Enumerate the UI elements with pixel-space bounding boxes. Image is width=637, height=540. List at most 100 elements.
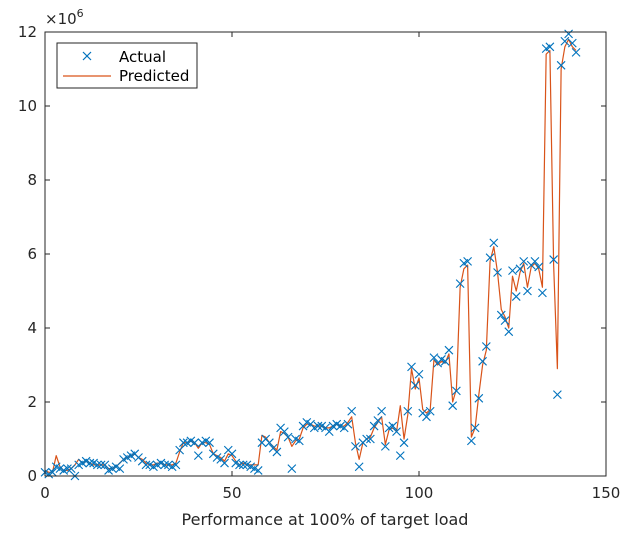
x-axis-label: Performance at 100% of target load [182,510,469,529]
plot-area [45,32,606,476]
legend-actual-label: Actual [119,48,166,66]
y-tick-label: 2 [27,393,37,411]
actual-point [160,460,170,470]
actual-point [489,238,499,248]
actual-point [538,288,547,298]
actual-point [265,438,274,448]
actual-point [115,464,125,473]
actual-point [373,416,383,425]
actual-point [556,60,566,70]
actual-point [523,286,532,296]
actual-point [493,268,502,277]
actual-point [504,327,514,337]
x-tick-label: 150 [592,484,621,502]
actual-point [519,257,529,266]
actual-point [63,464,72,473]
actual-point [500,316,510,325]
actual-point [324,427,334,436]
actual-point [178,438,188,448]
x-tick-label: 100 [405,484,434,502]
legend-box [56,42,198,89]
actual-point [481,342,491,351]
actual-point [567,38,577,48]
actual-point [440,356,450,366]
actual-point [253,466,263,475]
actual-point [351,442,360,451]
actual-point [85,458,95,468]
actual-point [552,390,562,399]
actual-point [205,438,214,448]
actual-point [272,447,282,457]
actual-point [403,406,413,416]
actual-point [549,255,559,264]
axis-tick-labels: 0 50 100 150 0 2 4 6 8 10 12 [18,23,620,502]
y-tick-label: 6 [27,245,37,263]
legend-predicted-label: Predicted [119,67,189,85]
actual-point [294,436,304,446]
actual-point [392,427,401,436]
actual-point [362,434,372,444]
x-tick-label: 50 [222,484,241,502]
actual-point [429,353,439,362]
actual-point [377,406,386,416]
actual-point [560,36,570,46]
data-marks [40,29,581,481]
actual-point [388,421,398,431]
actual-point [287,464,297,473]
actual-point [571,47,581,57]
actual-point [283,432,293,442]
y-tick-label: 0 [27,467,37,485]
y-tick-label: 10 [18,97,37,115]
actual-point [190,438,199,448]
actual-point [92,460,102,470]
actual-point [227,449,237,459]
actual-point [48,467,57,477]
y-axis-multiplier: ×106 [45,7,84,28]
actual-point [171,460,181,470]
actual-point [100,460,110,470]
actual-point [235,460,244,470]
legend: Actual Predicted [56,42,198,89]
actual-point [485,253,495,263]
actual-point [515,264,525,274]
actual-point [463,257,473,266]
x-tick-label: 0 [40,484,50,502]
actual-point [380,442,390,451]
actual-point [444,345,454,355]
actual-point [414,369,424,379]
actual-point [354,462,364,472]
y-tick-label: 8 [27,171,37,189]
actual-point [343,419,353,429]
actual-point [407,362,416,372]
actual-point [455,279,465,288]
actual-point [452,386,461,396]
actual-point [422,412,431,422]
actual-point [141,460,151,470]
actual-point [193,451,203,461]
actual-point [534,262,544,272]
actual-point [96,460,106,470]
actual-point [175,445,185,455]
actual-point [478,356,487,366]
legend-actual-marker [82,51,92,61]
axis-ticks [44,31,607,477]
actual-point [508,266,517,276]
y-tick-label: 4 [27,319,37,337]
actual-point [365,434,375,444]
actual-point [474,393,484,403]
actual-point [313,421,323,431]
actual-point [564,29,573,39]
actual-point [425,406,435,416]
actual-point [238,460,248,470]
actual-point [279,427,289,436]
y-tick-label: 12 [18,23,37,41]
actual-point [545,42,555,52]
actual-point [496,310,506,320]
actual-point [395,451,405,461]
actual-point [66,464,76,473]
actual-point [448,401,458,411]
actual-point [220,458,229,468]
actual-point [399,438,409,448]
actual-point [470,423,480,433]
